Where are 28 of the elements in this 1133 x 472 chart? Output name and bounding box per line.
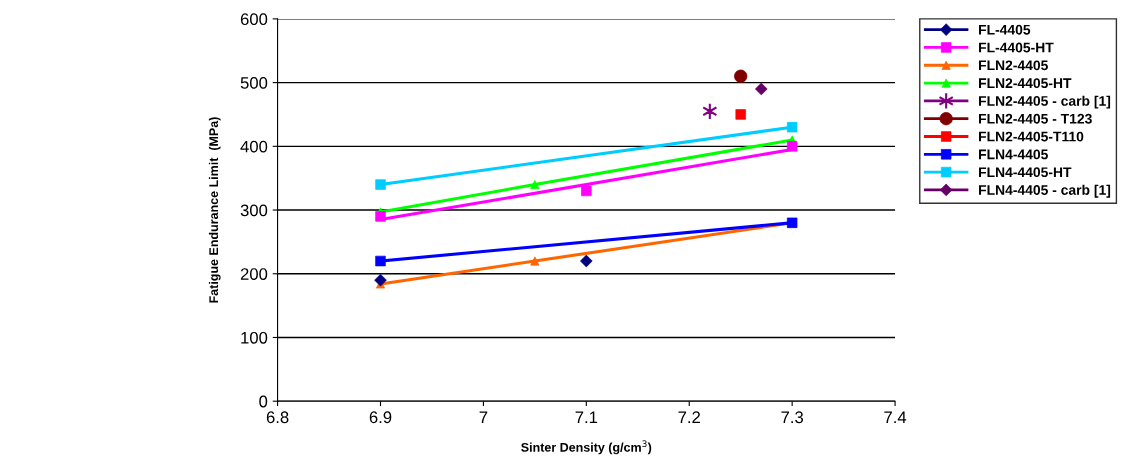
- legend-label: FLN2-4405 - carb [1]: [979, 95, 1111, 109]
- legend-label: FLN4-4405 - carb [1]: [979, 184, 1111, 198]
- y-axis-title: Fatigue Endurance Limit (MPa): [208, 117, 221, 303]
- legend-label: FLN4-4405: [979, 149, 1048, 160]
- legend-label: FLN2-4405-T110: [979, 131, 1084, 142]
- y-tick-label: 500: [240, 77, 268, 89]
- x-tick-label: 7.1: [575, 411, 598, 423]
- x-tick-label: 6.8: [266, 411, 289, 424]
- x-tick-label: 7: [479, 411, 488, 423]
- y-tick-label: 600: [240, 13, 268, 26]
- legend-label: FL-4405-HT: [979, 42, 1054, 53]
- point: [786, 121, 798, 133]
- x-tick-label: 7.2: [678, 411, 700, 423]
- x-tick-label: 7.4: [884, 411, 907, 423]
- legend-label: FLN2-4405-HT: [979, 78, 1072, 89]
- point: [786, 141, 798, 152]
- x-axis-title: Sinter Density (g/cm$^{3}$): [521, 440, 652, 455]
- x-tick-label: 6.9: [369, 411, 392, 424]
- y-tick-label: 100: [241, 331, 268, 344]
- y-tick-label: 0: [259, 395, 268, 408]
- y-tick-label: 300: [240, 204, 268, 217]
- legend-label: FLN2-4405: [979, 60, 1048, 71]
- legend-label: FLN4-4405-HT: [979, 167, 1072, 178]
- legend-label: FLN2-4405 - T123: [979, 113, 1092, 124]
- y-tick-label: 400: [240, 140, 268, 153]
- y-tick-label: 200: [240, 268, 268, 280]
- legend-label: FL-4405: [979, 24, 1031, 35]
- x-tick-label: 7.3: [781, 411, 804, 424]
